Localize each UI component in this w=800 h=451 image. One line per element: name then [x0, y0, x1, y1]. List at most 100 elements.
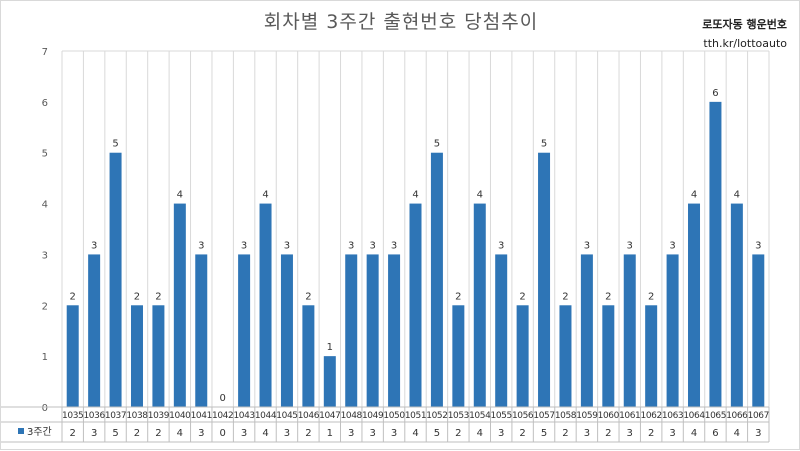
- bar: [195, 254, 208, 407]
- table-value: 1: [327, 428, 333, 439]
- y-tick-label: 3: [42, 250, 48, 261]
- x-tick-label: 1061: [619, 411, 640, 421]
- data-label: 2: [70, 291, 76, 302]
- table-value: 6: [712, 428, 718, 439]
- table-value: 3: [755, 428, 761, 439]
- x-tick-label: 1052: [426, 411, 447, 421]
- data-label: 5: [434, 139, 440, 150]
- data-label: 2: [305, 291, 311, 302]
- bar: [580, 254, 593, 407]
- x-tick-label: 1055: [491, 411, 512, 421]
- bar: [559, 305, 572, 407]
- x-tick-label: 1051: [405, 411, 426, 421]
- x-tick-label: 1045: [276, 411, 297, 421]
- x-tick-label: 1039: [148, 411, 170, 421]
- x-tick-label: 1060: [598, 411, 620, 421]
- data-label: 3: [669, 240, 675, 251]
- data-label: 3: [391, 240, 397, 251]
- table-value: 3: [669, 428, 675, 439]
- table-value: 5: [434, 428, 440, 439]
- bar: [473, 203, 486, 407]
- bar: [366, 254, 379, 407]
- table-value: 3: [198, 428, 204, 439]
- table-value: 0: [219, 428, 225, 439]
- bar: [388, 254, 401, 407]
- y-tick-label: 0: [42, 403, 48, 414]
- data-label: 3: [198, 240, 204, 251]
- table-value: 2: [605, 428, 611, 439]
- bar: [323, 356, 336, 407]
- bar: [109, 152, 122, 407]
- brand-url[interactable]: tth.kr/lottoauto: [703, 37, 787, 50]
- table-value: 3: [241, 428, 247, 439]
- bar: [730, 203, 743, 407]
- brand-name: 로또자동 행운번호: [702, 18, 787, 31]
- table-value: 2: [305, 428, 311, 439]
- bar: [623, 254, 636, 407]
- y-tick-label: 1: [42, 352, 48, 363]
- data-label: 3: [91, 240, 97, 251]
- x-tick-label: 1042: [212, 411, 233, 421]
- y-tick-label: 6: [42, 98, 48, 109]
- table-value: 2: [455, 428, 461, 439]
- x-tick-label: 1038: [126, 411, 148, 421]
- data-label: 6: [712, 88, 718, 99]
- bar: [452, 305, 465, 407]
- table-value: 2: [562, 428, 568, 439]
- table-value: 3: [627, 428, 633, 439]
- data-label: 2: [605, 291, 611, 302]
- data-label: 3: [369, 240, 375, 251]
- table-value: 3: [369, 428, 375, 439]
- table-value: 4: [691, 428, 697, 439]
- bar: [302, 305, 315, 407]
- bar: [152, 305, 165, 407]
- bar: [666, 254, 679, 407]
- bar: [259, 203, 272, 407]
- y-tick-label: 7: [42, 47, 48, 58]
- table-value: 3: [284, 428, 290, 439]
- x-tick-label: 1063: [662, 411, 683, 421]
- chart-title: 회차별 3주간 출현번호 당첨추이: [263, 11, 539, 33]
- table-value: 2: [648, 428, 654, 439]
- data-label: 2: [455, 291, 461, 302]
- x-tick-label: 1054: [469, 411, 491, 421]
- data-label: 2: [648, 291, 654, 302]
- x-tick-label: 1047: [319, 411, 340, 421]
- data-label: 1: [327, 342, 333, 353]
- table-value: 5: [112, 428, 118, 439]
- data-label: 4: [177, 190, 183, 201]
- bar: [688, 203, 701, 407]
- x-tick-label: 1035: [62, 411, 83, 421]
- x-tick-label: 1040: [169, 411, 191, 421]
- data-label: 3: [498, 240, 504, 251]
- x-tick-label: 1043: [233, 411, 254, 421]
- x-tick-label: 1046: [298, 411, 320, 421]
- y-tick-label: 4: [42, 200, 48, 211]
- x-tick-label: 1064: [683, 411, 705, 421]
- bar: [66, 305, 79, 407]
- data-label: 5: [112, 139, 118, 150]
- brand-watermark: 로또자동 행운번호 tth.kr/lottoauto: [702, 15, 787, 53]
- bar: [430, 152, 443, 407]
- data-label: 4: [412, 190, 418, 201]
- bar: [173, 203, 186, 407]
- table-value: 4: [734, 428, 740, 439]
- table-value: 2: [134, 428, 140, 439]
- x-tick-label: 1041: [191, 411, 212, 421]
- data-label: 3: [627, 240, 633, 251]
- data-label: 3: [755, 240, 761, 251]
- bar: [495, 254, 508, 407]
- data-label: 0: [219, 393, 225, 404]
- y-tick-label: 5: [42, 149, 48, 160]
- x-tick-label: 1057: [533, 411, 554, 421]
- table-value: 3: [498, 428, 504, 439]
- data-label: 2: [155, 291, 161, 302]
- legend-key: [18, 428, 24, 434]
- bar: [280, 254, 293, 407]
- table-value: 2: [70, 428, 76, 439]
- table-value: 3: [348, 428, 354, 439]
- x-tick-label: 1062: [641, 411, 662, 421]
- bar: [88, 254, 101, 407]
- data-label: 3: [584, 240, 590, 251]
